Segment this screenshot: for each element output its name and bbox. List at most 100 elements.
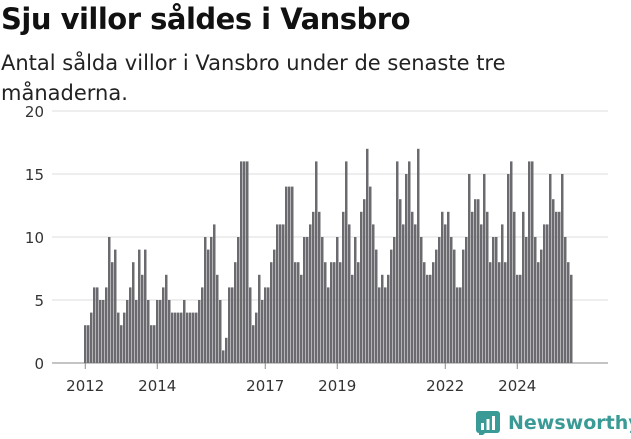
bar <box>390 249 393 363</box>
bar <box>153 325 156 363</box>
bar <box>465 237 468 363</box>
bar <box>240 161 243 363</box>
bar <box>411 211 414 363</box>
bar <box>249 287 252 363</box>
bar <box>93 287 96 363</box>
bar <box>339 262 342 363</box>
bar <box>87 325 90 363</box>
bar <box>480 224 483 363</box>
x-axis-ticks: 2012 2014 2017 2019 2022 2024 <box>66 363 536 395</box>
bar <box>504 262 507 363</box>
bar <box>129 287 132 363</box>
bar <box>438 237 441 363</box>
bar <box>201 287 204 363</box>
bar <box>477 199 480 363</box>
chart-title: Sju villor såldes i Vansbro <box>1 2 411 36</box>
bars <box>84 148 573 363</box>
bar <box>309 224 312 363</box>
bar <box>291 186 294 363</box>
bar <box>252 325 255 363</box>
bar-chart: 0 5 10 15 20 2012 2014 2017 2019 2022 2024 7 <box>25 0 608 395</box>
bar <box>321 237 324 363</box>
bar <box>357 262 360 363</box>
bar <box>456 287 459 363</box>
bar-chart-logo-icon <box>476 411 500 435</box>
x-tick-label: 2019 <box>318 377 356 395</box>
bar <box>348 224 351 363</box>
y-axis-ticks: 0 5 10 15 20 <box>25 103 44 373</box>
bar <box>429 274 432 363</box>
bar <box>243 161 246 363</box>
bar <box>306 237 309 363</box>
bar <box>303 237 306 363</box>
bar <box>567 262 570 363</box>
bar <box>363 199 366 363</box>
bar <box>315 161 318 363</box>
bar <box>342 211 345 363</box>
bar <box>192 312 195 363</box>
bar <box>396 161 399 363</box>
bar <box>498 262 501 363</box>
bar <box>492 237 495 363</box>
bar <box>222 350 225 363</box>
bar <box>111 262 114 363</box>
bar <box>120 325 123 363</box>
bar <box>483 174 486 363</box>
bar <box>234 262 237 363</box>
bar <box>534 237 537 363</box>
bar <box>564 237 567 363</box>
bar <box>213 224 216 363</box>
bar <box>330 262 333 363</box>
bar <box>459 287 462 363</box>
bar <box>117 312 120 363</box>
bar <box>414 224 417 363</box>
x-tick-label: 2012 <box>66 377 104 395</box>
bar <box>375 249 378 363</box>
bar <box>300 274 303 363</box>
bar <box>420 237 423 363</box>
bar <box>399 199 402 363</box>
bar <box>288 186 291 363</box>
bar <box>474 199 477 363</box>
bar <box>132 262 135 363</box>
brand-name: Newsworthy <box>508 412 631 434</box>
bar <box>189 312 192 363</box>
bar <box>135 300 138 363</box>
bar <box>423 262 426 363</box>
bar <box>540 249 543 363</box>
bar <box>471 211 474 363</box>
bar <box>156 300 159 363</box>
bar <box>90 312 93 363</box>
bar <box>276 224 279 363</box>
bar <box>297 262 300 363</box>
bar <box>270 262 273 363</box>
bar <box>294 262 297 363</box>
bar <box>516 274 519 363</box>
bar <box>171 312 174 363</box>
bar <box>552 199 555 363</box>
bar <box>336 237 339 363</box>
brand-logo[interactable]: Newsworthy <box>476 410 631 436</box>
bar <box>102 300 105 363</box>
bar <box>105 287 108 363</box>
bar <box>387 274 390 363</box>
bar <box>486 211 489 363</box>
bar <box>468 174 471 363</box>
bar <box>495 237 498 363</box>
bar <box>186 312 189 363</box>
bar <box>216 274 219 363</box>
bar <box>210 237 213 363</box>
bar <box>285 186 288 363</box>
bar <box>144 249 147 363</box>
bar <box>435 249 438 363</box>
bar <box>543 224 546 363</box>
bar <box>360 211 363 363</box>
bar <box>528 161 531 363</box>
bar <box>372 224 375 363</box>
bar <box>327 287 330 363</box>
bar <box>408 161 411 363</box>
bar <box>267 287 270 363</box>
bar <box>258 274 261 363</box>
bar <box>384 287 387 363</box>
bar <box>537 262 540 363</box>
